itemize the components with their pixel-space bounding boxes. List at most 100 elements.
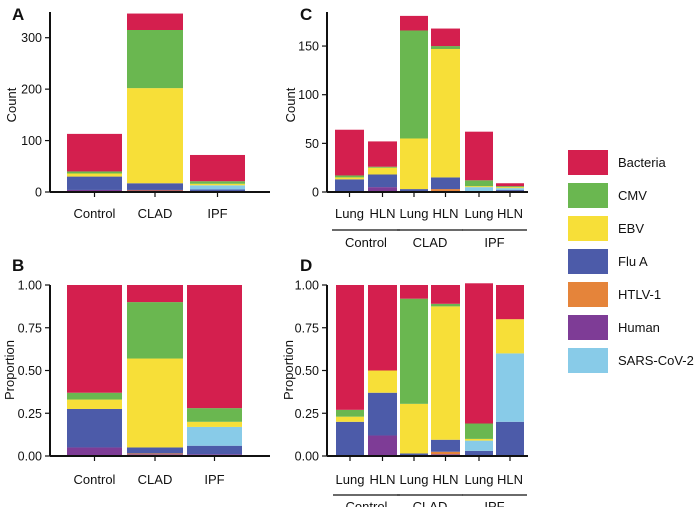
x-tick-label: Control <box>74 472 116 487</box>
legend-label: Flu A <box>618 254 648 269</box>
x-tick-label: HLN <box>369 472 395 487</box>
x-tick-label: CLAD <box>138 472 173 487</box>
bar-segment <box>496 187 524 189</box>
x-tick-label: Lung <box>400 472 429 487</box>
legend: Bacteria CMV EBV Flu A HTLV-1 Human SARS-CoV-2 <box>568 150 694 373</box>
bar-segment <box>336 285 364 410</box>
bar-segment <box>400 403 428 454</box>
bar-segment <box>187 285 242 409</box>
bar-segment <box>67 392 122 400</box>
x-tick-label: IPF <box>207 206 227 221</box>
bar-segment <box>67 399 122 409</box>
bar-segment <box>67 176 122 190</box>
bar-segment <box>368 370 397 393</box>
bar-segment <box>127 13 183 30</box>
bar-segment <box>431 451 460 455</box>
bar-segment <box>67 133 122 172</box>
bar-segment <box>496 353 524 422</box>
x-tick-label: Lung <box>465 472 494 487</box>
y-axis-label: Proportion <box>2 340 17 400</box>
y-tick-label: 0.25 <box>18 407 42 421</box>
bar-segment <box>127 285 183 303</box>
legend-swatch <box>568 282 608 307</box>
bar-segment <box>431 28 460 47</box>
legend-label: HTLV-1 <box>618 287 661 302</box>
panel-b: B Proportion Control CLAD IPF 0.00 0.25 0.50 0.7… <box>2 256 270 487</box>
bar-segment <box>496 319 524 354</box>
y-tick-label: 0.75 <box>295 321 319 335</box>
bar-segment <box>496 183 524 187</box>
y-tick-label: 1.00 <box>18 279 42 293</box>
bar-segment <box>67 408 122 448</box>
legend-swatch <box>568 315 608 340</box>
y-axis-label: Count <box>4 87 19 122</box>
y-tick-label: 100 <box>298 88 319 102</box>
y-tick-label: 300 <box>21 31 42 45</box>
bar-segment <box>67 173 122 177</box>
y-tick-label: 150 <box>298 40 319 54</box>
legend-label: Bacteria <box>618 155 666 170</box>
bar-segment <box>431 48 460 178</box>
bar-segment <box>431 439 460 452</box>
bar-segment <box>465 423 493 439</box>
bar-segment <box>496 285 524 320</box>
y-axis-label: Count <box>283 87 298 122</box>
bar-segment <box>187 421 242 427</box>
bar-segment <box>465 180 493 187</box>
bar-segment <box>496 186 524 188</box>
x-tick-label: HLN <box>369 206 395 221</box>
bar-segment <box>187 445 242 455</box>
y-tick-label: 100 <box>21 134 42 148</box>
bar-segment <box>368 392 397 436</box>
bar-segment <box>400 298 428 404</box>
legend-label: SARS-CoV-2 <box>618 353 694 368</box>
bar-segment <box>336 416 364 422</box>
bar-segment <box>465 283 493 424</box>
bar-segment <box>431 306 460 440</box>
y-tick-label: 1.00 <box>295 279 319 293</box>
bar-segment <box>368 166 397 168</box>
bar-segment <box>127 183 183 190</box>
bar-segment <box>368 174 397 188</box>
y-tick-label: 0 <box>312 186 319 200</box>
bar-segment <box>465 187 493 192</box>
legend-swatch <box>568 249 608 274</box>
panel-letter: A <box>12 5 24 24</box>
y-tick-label: 0.00 <box>18 450 42 464</box>
bar-segment <box>400 138 428 190</box>
bar-segment <box>190 189 245 192</box>
bar-segment <box>400 189 428 192</box>
y-tick-label: 0.25 <box>295 407 319 421</box>
bar-segment <box>335 179 364 192</box>
bar-segment <box>187 408 242 422</box>
bar-segment <box>67 171 122 174</box>
group-label: CLAD <box>413 499 448 507</box>
y-tick-label: 0.00 <box>295 450 319 464</box>
bar-segment <box>368 141 397 167</box>
panel-a: A Count Control CLAD IPF 0 100 200 300 <box>4 5 270 221</box>
legend-swatch <box>568 183 608 208</box>
bar-segment <box>496 188 524 191</box>
x-tick-label: HLN <box>497 206 523 221</box>
bar-segment <box>400 15 428 31</box>
x-tick-label: IPF <box>204 472 224 487</box>
bar-segment <box>335 129 364 176</box>
bar-segment <box>127 30 183 89</box>
y-axis-label: Proportion <box>281 340 296 400</box>
bar-segment <box>431 177 460 190</box>
bar-segment <box>187 426 242 446</box>
x-tick-label: CLAD <box>138 206 173 221</box>
bar-segment <box>190 154 245 182</box>
bar-segment <box>67 285 122 393</box>
bar-segment <box>465 438 493 441</box>
y-tick-label: 0.50 <box>295 364 319 378</box>
legend-swatch <box>568 216 608 241</box>
bar-segment <box>400 285 428 299</box>
bar-segment <box>496 421 524 456</box>
bar-segment <box>127 302 183 359</box>
group-label: IPF <box>484 235 504 250</box>
bar-segment <box>368 167 397 175</box>
bar-segment <box>127 447 183 454</box>
legend-swatch <box>568 150 608 175</box>
